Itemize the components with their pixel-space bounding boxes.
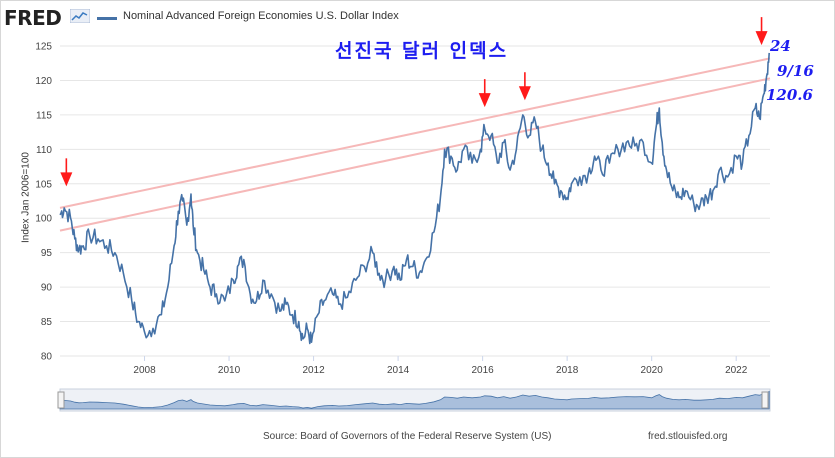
y-tick-label: 105 xyxy=(35,179,52,190)
navigator-series xyxy=(59,390,770,410)
footer-source: Source: Board of Governors of the Federa… xyxy=(263,431,552,442)
y-tick-label: 120 xyxy=(35,76,52,87)
fred-logo: FRED xyxy=(4,6,62,30)
grid-lines xyxy=(60,45,770,357)
trend-line xyxy=(59,57,771,209)
trend-line xyxy=(59,77,771,232)
navigator-left-handle[interactable] xyxy=(57,391,65,409)
trend-lines xyxy=(59,57,771,232)
y-tick-label: 115 xyxy=(36,110,52,121)
annotation-arrow xyxy=(518,72,531,101)
annotation-arrow xyxy=(478,79,491,108)
annotation-value: 120.6 xyxy=(766,86,813,104)
y-tick-label: 110 xyxy=(36,145,52,156)
x-tick-label: 2016 xyxy=(471,365,494,376)
y-tick-label: 95 xyxy=(41,248,53,259)
x-tick-label: 2012 xyxy=(302,365,325,376)
x-tick-label: 2018 xyxy=(556,365,579,376)
y-tick-label: 100 xyxy=(35,214,52,225)
navigator-right-handle[interactable] xyxy=(761,391,769,409)
fred-chart-logo-icon xyxy=(70,9,90,23)
footer-url[interactable]: fred.stlouisfed.org xyxy=(648,431,728,442)
x-tick-label: 2014 xyxy=(387,365,410,376)
y-tick-label: 90 xyxy=(41,283,53,294)
y-tick-label: 80 xyxy=(41,352,53,363)
annotation-arrow xyxy=(755,17,768,46)
annotation-arrows xyxy=(60,17,768,187)
x-tick-label: 2008 xyxy=(133,365,156,376)
annotation-korean-title: 선진국 달러 인덱스 xyxy=(335,40,509,62)
x-tick-label: 2020 xyxy=(641,365,664,376)
annotation-arrow xyxy=(60,158,73,187)
x-tick-label: 2022 xyxy=(725,365,748,376)
legend-swatch xyxy=(97,17,117,20)
x-tick-labels: 2008 2010 2012 2014 2016 2018 2020 2022 xyxy=(133,356,748,376)
legend-label: Nominal Advanced Foreign Economies U.S. … xyxy=(123,10,399,22)
x-tick-label: 2010 xyxy=(218,365,241,376)
y-tick-labels: 80 85 90 95 100 105 110 115 120 125 xyxy=(35,42,52,363)
annotation-date: 9/16 xyxy=(777,62,814,80)
y-tick-label: 125 xyxy=(35,42,52,53)
series-line xyxy=(59,52,770,345)
annotation-date-top: 24 xyxy=(770,37,791,55)
y-tick-label: 85 xyxy=(41,317,53,328)
